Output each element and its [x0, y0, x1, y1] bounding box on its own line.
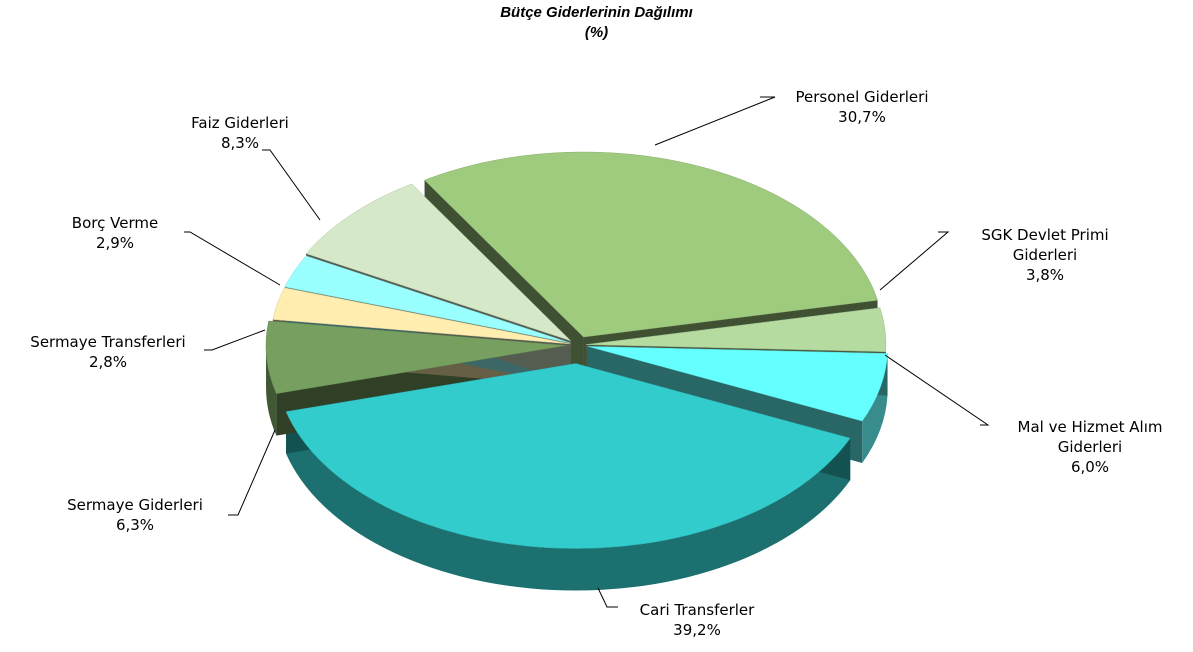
- slice: [285, 363, 851, 549]
- value-label: 6,3%: [115, 516, 155, 534]
- value-label: 3,8%: [1025, 266, 1065, 284]
- category-label: Mal ve Hizmet Alım Giderleri: [1017, 418, 1163, 456]
- category-label: SGK Devlet Primi Giderleri: [981, 226, 1109, 264]
- value-label: 30,7%: [838, 108, 886, 126]
- data-label: SGK Devlet Primi Giderleri 3,8%: [965, 225, 1125, 285]
- value-label: 39,2%: [673, 621, 721, 639]
- slice: [585, 307, 887, 352]
- slice-side: [266, 345, 277, 436]
- category-label: Personel Giderleri: [795, 88, 929, 106]
- slice: [424, 151, 878, 338]
- value-label: 6,0%: [1070, 458, 1110, 476]
- category-label: Sermaye Transferleri: [30, 333, 186, 351]
- leader-line: [262, 149, 321, 221]
- leader-line: [654, 96, 776, 146]
- data-label: Personel Giderleri 30,7%: [752, 87, 972, 127]
- data-label: Cari Transferler 39,2%: [587, 600, 807, 640]
- value-label: 2,8%: [88, 353, 128, 371]
- slice-side: [862, 353, 888, 464]
- slice: [272, 287, 571, 345]
- category-label: Cari Transferler: [639, 601, 755, 619]
- leader-line: [884, 354, 990, 426]
- leader-line: [204, 329, 266, 351]
- slice-tops: [265, 151, 888, 549]
- slice: [265, 320, 567, 394]
- data-label: Sermaye Giderleri 6,3%: [25, 495, 245, 535]
- category-label: Borç Verme: [71, 214, 159, 232]
- data-label: Sermaye Transferleri 2,8%: [0, 332, 218, 372]
- data-label: Borç Verme 2,9%: [15, 213, 215, 253]
- chart-subtitle: (%): [584, 24, 609, 41]
- chart-title: Bütçe Giderlerinin Dağılımı: [500, 4, 693, 21]
- leader-line: [879, 231, 950, 291]
- value-label: 2,9%: [95, 234, 135, 252]
- slice: [284, 255, 571, 344]
- data-label: Mal ve Hizmet Alım Giderleri 6,0%: [995, 417, 1185, 477]
- slice: [587, 346, 888, 422]
- leader-line: [184, 231, 281, 286]
- leader-line: [597, 587, 618, 608]
- category-label: Faiz Giderleri: [191, 114, 289, 132]
- slice-side: [286, 411, 851, 591]
- leader-line: [228, 429, 276, 516]
- value-label: 8,3%: [220, 134, 260, 152]
- category-label: Sermaye Giderleri: [67, 496, 203, 514]
- data-label: Faiz Giderleri 8,3%: [140, 113, 340, 153]
- slice: [305, 183, 571, 342]
